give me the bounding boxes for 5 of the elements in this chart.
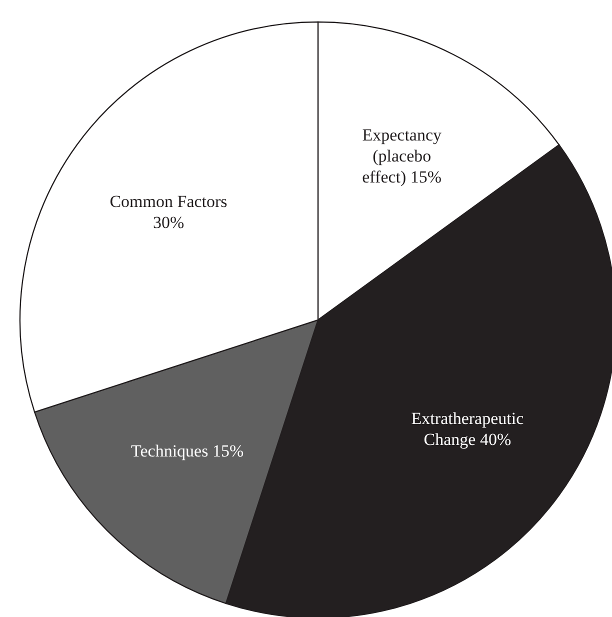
slice-label: Techniques 15%: [131, 441, 244, 460]
data-label: 30%: [152, 212, 184, 232]
slice-label: Expectancy (placebo effect) 15%: [362, 124, 442, 186]
slice-label: Extratherapeutic Change 40%: [411, 408, 524, 449]
slice-label: Common Factors: [110, 191, 228, 210]
